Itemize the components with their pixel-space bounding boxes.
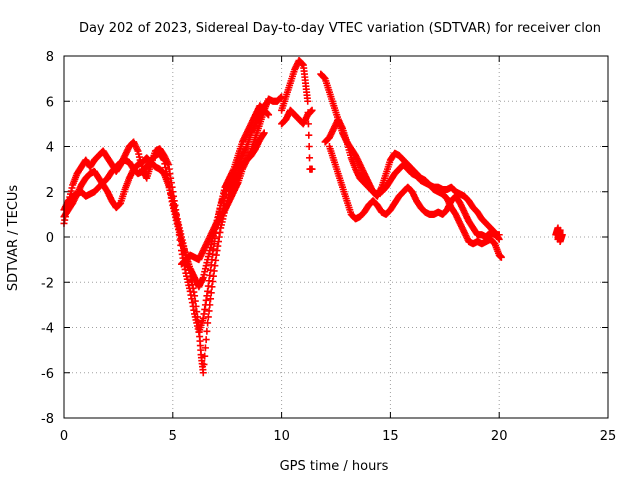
x-tick-label: 0 bbox=[60, 429, 68, 444]
data-point bbox=[308, 165, 316, 173]
x-tick-label: 20 bbox=[491, 429, 508, 444]
series-track-a bbox=[60, 102, 273, 336]
data-point bbox=[203, 327, 211, 335]
x-tick-label: 10 bbox=[273, 429, 290, 444]
data-point bbox=[205, 307, 213, 315]
data-point bbox=[305, 143, 313, 150]
data-point bbox=[204, 313, 212, 321]
data-point bbox=[306, 154, 314, 162]
y-tick-label: 6 bbox=[46, 95, 54, 110]
data-points bbox=[60, 57, 566, 377]
data-point bbox=[206, 301, 214, 309]
y-tick-label: 8 bbox=[46, 50, 54, 65]
data-point bbox=[260, 129, 268, 137]
data-point bbox=[558, 231, 566, 239]
y-tick-label: -2 bbox=[41, 276, 54, 291]
x-tick-label: 15 bbox=[382, 429, 399, 444]
data-point bbox=[495, 231, 503, 239]
data-point bbox=[199, 369, 207, 377]
data-point bbox=[201, 352, 209, 360]
series-track-g bbox=[317, 70, 503, 243]
y-tick-label: 4 bbox=[46, 141, 54, 156]
x-tick-label: 5 bbox=[169, 429, 177, 444]
y-tick-label: 0 bbox=[46, 231, 54, 246]
data-point bbox=[207, 289, 215, 297]
y-tick-label: -8 bbox=[41, 412, 54, 427]
data-point bbox=[207, 295, 215, 303]
axis-ticks: 0 5 10 15 20 25 -8 -6 -4 -2 0 2 4 6 8 bbox=[41, 50, 616, 444]
data-point bbox=[202, 336, 210, 344]
data-point bbox=[201, 344, 209, 352]
y-tick-label: 2 bbox=[46, 186, 54, 201]
y-tick-label: -4 bbox=[41, 322, 54, 337]
x-tick-label: 25 bbox=[600, 429, 617, 444]
plot-frame bbox=[63, 55, 609, 419]
y-tick-label: -6 bbox=[41, 367, 54, 382]
data-point bbox=[308, 106, 316, 114]
x-axis-label: GPS time / hours bbox=[280, 459, 389, 474]
data-point bbox=[204, 319, 212, 327]
series-track-d bbox=[178, 93, 286, 268]
y-axis-label: SDTVAR / TECUs bbox=[6, 185, 21, 292]
series-track-h bbox=[321, 115, 505, 261]
chart-title: Day 202 of 2023, Sidereal Day-to-day VTE… bbox=[79, 21, 601, 36]
series-track-c bbox=[60, 97, 273, 291]
data-point bbox=[304, 97, 312, 105]
series-track-f bbox=[278, 106, 316, 128]
data-point bbox=[497, 253, 505, 261]
series-track-j bbox=[552, 224, 566, 246]
data-point bbox=[305, 131, 313, 139]
data-point bbox=[200, 360, 208, 368]
series-track-i bbox=[325, 143, 503, 241]
